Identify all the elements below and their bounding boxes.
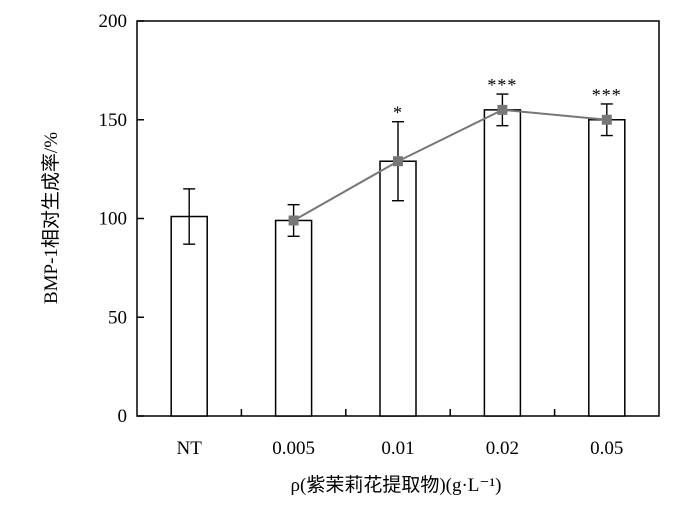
bar — [588, 119, 626, 417]
x-tick-label: 0.005 — [272, 438, 315, 459]
line-marker — [601, 114, 612, 125]
y-tick-label: 0 — [118, 406, 128, 427]
y-tick-label: 50 — [108, 307, 127, 328]
line-marker — [497, 104, 508, 115]
y-axis-ticks: 0 50 100 150 200 — [99, 11, 144, 427]
x-tick-label: 0.01 — [381, 438, 414, 459]
x-axis-ticks: NT 0.005 0.01 0.02 0.05 — [177, 409, 623, 459]
line-marker — [393, 156, 403, 167]
y-tick-label: 100 — [99, 209, 128, 230]
bar — [483, 109, 522, 417]
significance-marks: **** *** — [393, 75, 622, 123]
x-axis-title: ρ(紫茉莉花提取物)(g·L⁻¹) — [291, 474, 502, 496]
x-tick-label: NT — [177, 438, 203, 459]
significance-label: *** — [592, 85, 622, 105]
bar — [170, 215, 208, 417]
significance-label: * — [393, 103, 403, 123]
line-overlay — [288, 104, 612, 226]
y-axis-title: BMP-1相对生成率/% — [40, 132, 62, 304]
x-tick-label: 0.02 — [486, 438, 519, 459]
y-tick-label: 150 — [99, 110, 128, 131]
line-marker — [288, 215, 299, 226]
x-tick-label: 0.05 — [590, 438, 623, 459]
y-tick-label: 200 — [99, 11, 128, 32]
bar — [274, 219, 313, 417]
trend-line — [293, 108, 607, 222]
significance-label: *** — [487, 75, 517, 95]
